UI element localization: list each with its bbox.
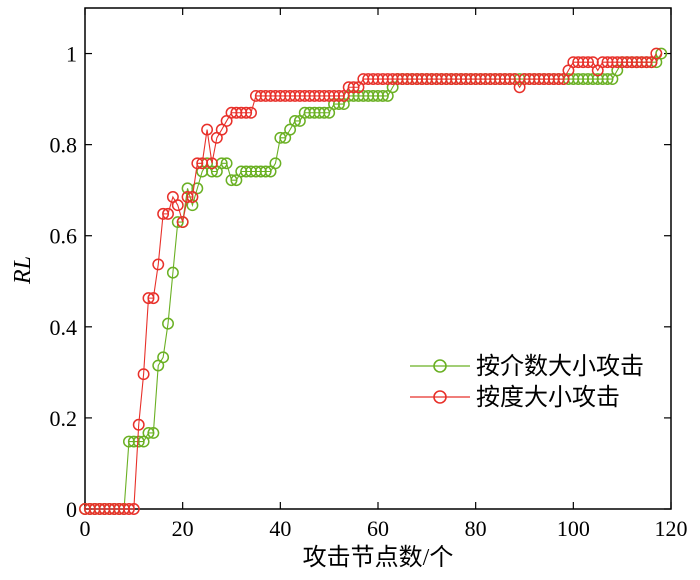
data-point xyxy=(123,503,135,515)
series-line xyxy=(85,53,662,510)
data-point xyxy=(220,157,233,170)
data-point xyxy=(259,165,272,178)
y-tick-label: 0 xyxy=(66,497,77,522)
series-1 xyxy=(79,47,663,515)
axis-ticks: 0 20 40 60 80 100 120 0 0.2 0.4 0.6 0.8 1 xyxy=(50,8,688,541)
data-point xyxy=(289,115,301,127)
data-point xyxy=(191,182,204,195)
data-point xyxy=(162,317,174,330)
y-tick-label: 0.2 xyxy=(50,406,78,431)
x-tick-label: 120 xyxy=(655,516,688,541)
data-point xyxy=(230,174,243,187)
data-point xyxy=(645,56,658,69)
y-axis-title: RL xyxy=(10,256,36,285)
data-point xyxy=(269,157,282,170)
x-axis-title: 攻击节点数/个 xyxy=(303,544,454,571)
data-point xyxy=(186,191,199,203)
data-point xyxy=(650,47,663,60)
data-point xyxy=(206,165,218,178)
y-tick-label: 0.8 xyxy=(50,133,78,158)
x-tick-label: 20 xyxy=(172,516,194,541)
data-point xyxy=(601,73,614,86)
x-tick-label: 80 xyxy=(465,516,487,541)
data-point xyxy=(284,123,297,136)
data-point xyxy=(274,131,287,144)
series-layer xyxy=(79,47,668,515)
data-point xyxy=(132,435,145,448)
series-line xyxy=(85,53,657,510)
data-point xyxy=(381,89,394,102)
data-point xyxy=(171,199,184,212)
data-point xyxy=(137,435,150,448)
series-0 xyxy=(79,47,668,515)
data-point xyxy=(137,368,150,381)
data-point xyxy=(640,56,653,69)
x-tick-label: 100 xyxy=(557,516,590,541)
legend-marker-degree xyxy=(433,390,447,404)
data-point xyxy=(215,123,228,136)
data-point xyxy=(147,292,160,305)
data-point xyxy=(557,73,570,86)
data-point xyxy=(318,106,331,119)
data-point xyxy=(162,207,174,220)
data-point xyxy=(201,123,214,136)
data-point xyxy=(552,73,565,86)
legend: 按介数大小攻击 按度大小攻击 xyxy=(410,352,644,411)
data-point xyxy=(582,56,594,69)
data-point xyxy=(166,266,179,279)
data-point xyxy=(240,106,253,119)
data-point xyxy=(176,216,189,229)
y-tick-label: 1 xyxy=(66,42,77,67)
data-point xyxy=(127,503,140,515)
data-point xyxy=(332,89,345,102)
data-point xyxy=(503,73,516,86)
data-point xyxy=(337,89,350,102)
data-point xyxy=(157,207,170,220)
legend-label-degree: 按度大小攻击 xyxy=(476,383,620,411)
x-tick-label: 0 xyxy=(80,516,91,541)
data-point xyxy=(142,426,155,439)
data-point xyxy=(225,174,238,187)
data-point xyxy=(142,292,155,305)
legend-marker-betweenness xyxy=(433,359,447,373)
x-tick-label: 60 xyxy=(367,516,389,541)
data-point xyxy=(323,106,336,119)
data-point xyxy=(147,426,160,439)
data-point xyxy=(376,89,389,102)
data-point xyxy=(606,73,619,86)
y-tick-label: 0.4 xyxy=(50,315,78,340)
y-tick-label: 0.6 xyxy=(50,224,78,249)
data-point xyxy=(245,106,257,119)
data-point xyxy=(181,191,194,203)
data-point xyxy=(347,81,360,94)
data-point xyxy=(132,418,145,431)
legend-label-betweenness: 按介数大小攻击 xyxy=(476,352,644,380)
data-point xyxy=(191,157,204,170)
plot-frame xyxy=(84,7,672,510)
data-point xyxy=(152,258,165,271)
data-point xyxy=(157,351,170,364)
data-point xyxy=(206,157,218,170)
x-tick-label: 40 xyxy=(269,516,291,541)
